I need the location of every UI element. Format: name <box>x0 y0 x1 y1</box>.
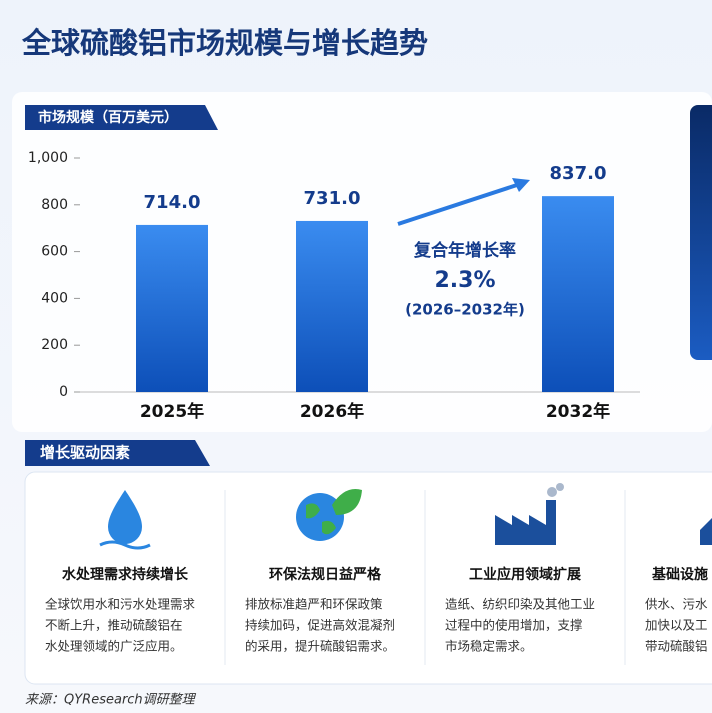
card-title: 工业应用领域扩展 <box>469 566 581 583</box>
card-text: 全球饮用水和污水处理需求 <box>45 597 196 612</box>
annotation: 复合年增长率 <box>413 240 516 261</box>
data-label: 714.0 <box>144 192 201 213</box>
bar <box>136 224 208 392</box>
annotation: 2.3% <box>434 268 495 293</box>
arrow-head <box>512 178 530 192</box>
annotation: (2026–2032年) <box>405 301 525 319</box>
x-tick-label: 2025年 <box>140 401 204 422</box>
card-text: 持续加码，促进高效混凝剂 <box>245 618 395 633</box>
data-label: 731.0 <box>304 188 361 209</box>
y-axis-label: 市场规模（百万美元） <box>38 109 178 126</box>
card-text: 不断上升，推动硫酸铝在 <box>45 618 183 633</box>
badge <box>25 105 218 130</box>
icon-factory <box>495 483 564 545</box>
card-title: 环保法规日益严格 <box>269 566 382 583</box>
section-title: 增长驱动因素 <box>40 444 130 462</box>
x-tick-label: 2026年 <box>300 401 364 422</box>
card-text: 造纸、纺织印染及其他工业 <box>445 597 595 612</box>
icon-drop <box>99 490 151 550</box>
data-label: 837.0 <box>550 163 607 184</box>
icon-house <box>700 518 712 545</box>
card-text: 过程中的使用增加，支撑 <box>445 618 583 633</box>
y-tick-label: 800 <box>41 197 68 213</box>
source: 来源：QYResearch调研整理 <box>25 693 197 708</box>
y-tick-label: 400 <box>41 290 68 306</box>
card-title: 水处理需求持续增长 <box>62 566 189 583</box>
bar <box>542 196 614 392</box>
image-panel <box>690 105 712 360</box>
icon-globe <box>296 489 362 541</box>
card-text: 供水、污水 <box>645 597 708 612</box>
card-text: 水处理领域的广泛应用。 <box>45 639 183 654</box>
x-tick-label: 2032年 <box>546 401 610 422</box>
page-title: 全球硫酸铝市场规模与增长趋势 <box>21 26 428 60</box>
y-tick-label: 1,000 <box>28 150 68 166</box>
card-text: 的采用，提升硫酸铝需求。 <box>245 639 395 654</box>
y-tick-label: 200 <box>41 337 68 353</box>
card-text: 排放标准趋严和环保政策 <box>245 597 383 612</box>
bar <box>296 220 368 392</box>
y-tick-label: 600 <box>41 244 68 260</box>
card-text: 市场稳定需求。 <box>445 639 533 654</box>
card-text: 加快以及工 <box>645 618 708 633</box>
arrow <box>397 182 521 226</box>
badge <box>25 440 210 466</box>
card-text: 带动硫酸铝 <box>645 639 708 654</box>
card-title: 基础设施 <box>652 566 708 583</box>
y-tick-label: 0 <box>59 384 68 400</box>
